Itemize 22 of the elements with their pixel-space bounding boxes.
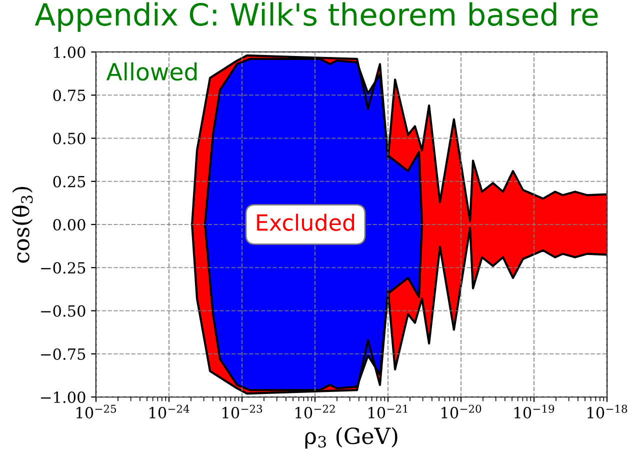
y-tick-label: −1.00 <box>41 391 86 404</box>
y-tick-label: 0.50 <box>53 132 86 144</box>
y-tick-label: −0.50 <box>41 305 86 317</box>
x-tick-label: 10$^{−25}$ <box>76 404 116 418</box>
x-tick-label: 10$^{−19}$ <box>514 404 554 418</box>
x-tick-label: 10$^{−20}$ <box>442 404 482 418</box>
y-tick-label: −0.25 <box>41 262 86 274</box>
x-tick-label: 10$^{−21}$ <box>368 404 408 418</box>
x-tick-label: 10$^{−23}$ <box>222 404 262 418</box>
chart-title: Appendix C: Wilk's theorem based re <box>34 2 598 32</box>
y-tick-label: −0.75 <box>41 348 86 360</box>
x-tick-label: 10$^{−18}$ <box>588 404 628 418</box>
y-tick-label: 0.00 <box>53 218 86 231</box>
annotation: Allowed <box>106 62 197 81</box>
x-axis-title: ρ$_{3}$ (GeV) <box>305 427 398 449</box>
annotation: Excluded <box>257 214 354 231</box>
x-tick-label: 10$^{−24}$ <box>150 404 190 418</box>
x-tick-label: 10$^{−22}$ <box>296 404 335 418</box>
y-tick-label: 0.75 <box>53 90 86 102</box>
y-tick-label: 1.00 <box>54 46 86 58</box>
y-axis-title: cos(θ$_{3}$) <box>12 186 33 263</box>
y-tick-label: 0.25 <box>53 176 86 188</box>
